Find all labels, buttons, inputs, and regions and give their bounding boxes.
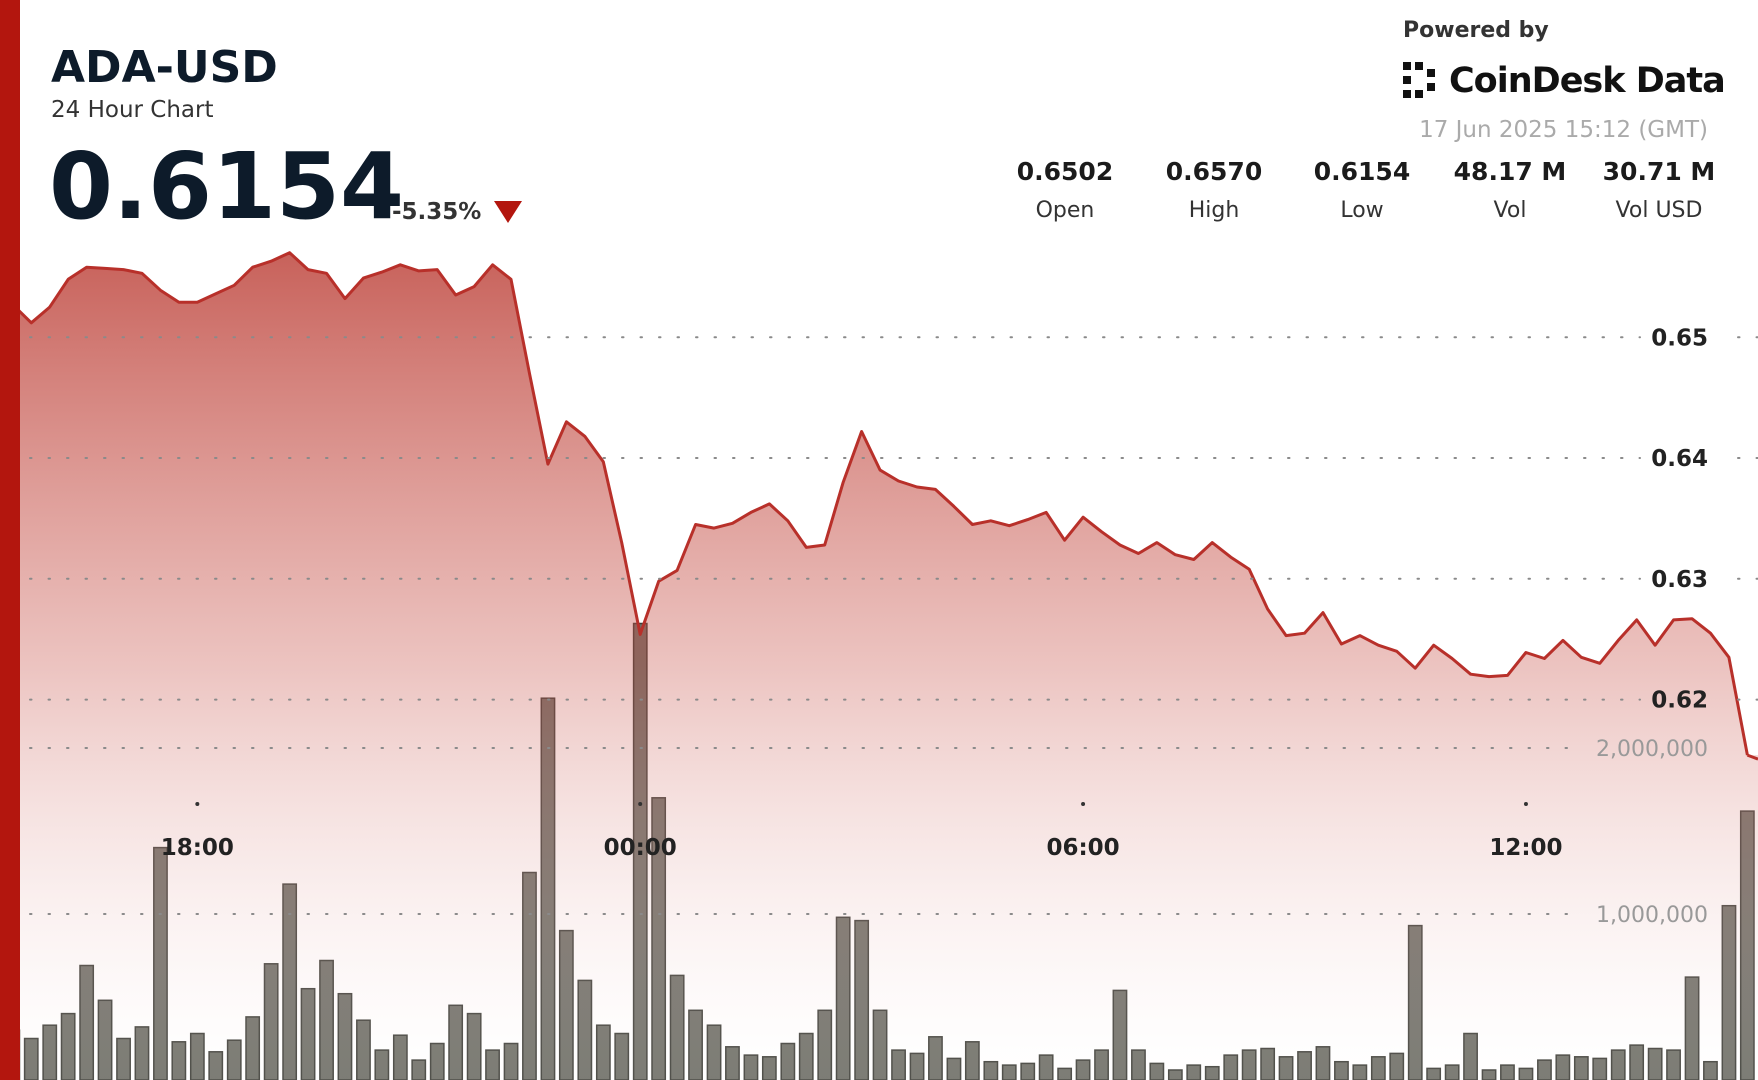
brand: CoinDesk Data	[1449, 61, 1725, 101]
y2-tick-label: 2,000,000	[1596, 737, 1708, 762]
grid	[29, 336, 1758, 915]
price-line-tail	[1746, 753, 1758, 761]
y-tick-label: 0.65	[1651, 325, 1708, 351]
timestamp: 17 Jun 2025 15:12 (GMT)	[1419, 117, 1708, 143]
stat-value: 30.71 M	[1603, 157, 1716, 186]
stat-label: Open	[1036, 198, 1095, 223]
stat-label: Vol	[1494, 198, 1527, 223]
stat-value: 48.17 M	[1454, 157, 1567, 186]
symbol: ADA-USD	[51, 42, 278, 93]
y-tick-label: 0.63	[1651, 567, 1708, 593]
stat-value: 0.6570	[1166, 157, 1262, 186]
powered-by: Powered by	[1403, 18, 1549, 43]
y-tick-label: 0.64	[1651, 446, 1708, 472]
x-tick	[638, 802, 643, 806]
stat-value: 0.6154	[1314, 157, 1410, 186]
x-tick	[195, 802, 200, 806]
y2-tick-label: 1,000,000	[1596, 903, 1708, 928]
axes: 0.62 0.63 0.64 0.65 1,000,000 2,000,000 18:00 0…	[161, 325, 1708, 928]
accent-bar	[0, 0, 20, 1080]
header: ADA-USD 24 Hour Chart 0.6154 -5.35% Powe…	[49, 18, 1726, 240]
plot-area	[20, 251, 1758, 1080]
x-tick-label: 06:00	[1046, 835, 1119, 861]
brand-logo	[1403, 62, 1435, 98]
y-tick-label: 0.62	[1651, 688, 1708, 714]
down-arrow	[494, 201, 522, 223]
stat-label: Low	[1340, 198, 1383, 223]
x-tick-label: 12:00	[1489, 835, 1562, 861]
x-tick	[1523, 802, 1528, 806]
price-area	[20, 252, 1758, 1080]
stat-label: High	[1189, 198, 1240, 223]
x-tick-label: 18:00	[161, 835, 234, 861]
stat-value: 0.6502	[1017, 157, 1113, 186]
change: -5.35%	[392, 199, 481, 225]
price: 0.6154	[49, 133, 404, 240]
stat-label: Vol USD	[1616, 198, 1703, 223]
subtitle: 24 Hour Chart	[51, 97, 214, 123]
x-tick	[1081, 802, 1086, 806]
x-tick-label: 00:00	[604, 835, 677, 861]
price-line	[20, 251, 1749, 756]
